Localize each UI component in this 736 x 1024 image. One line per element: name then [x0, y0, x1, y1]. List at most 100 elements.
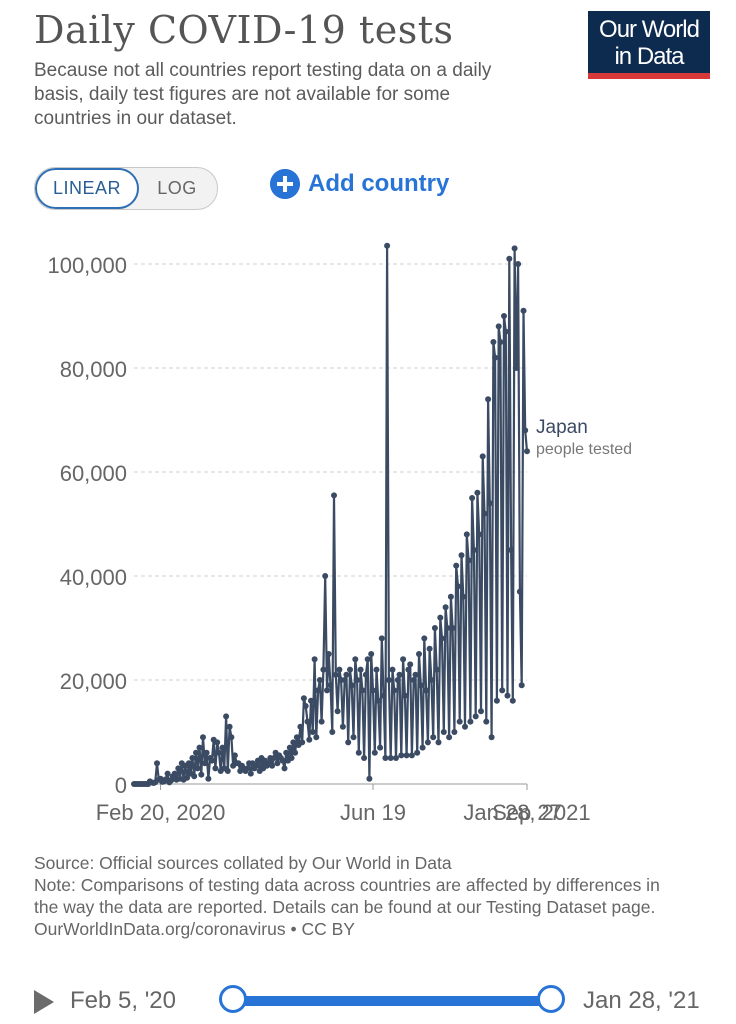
data-point [501, 313, 507, 319]
data-point [309, 729, 316, 735]
data-point [244, 765, 251, 772]
data-point [387, 755, 394, 761]
timeline-end-label: Jan 28, '21 [583, 987, 700, 1014]
y-axis: 0 20,000 40,000 60,000 80,000 100,000 [47, 253, 127, 798]
data-point [492, 354, 499, 361]
play-icon[interactable] [34, 990, 54, 1014]
data-point [164, 770, 171, 777]
data-point [508, 547, 515, 553]
data-point [378, 635, 385, 642]
data-point [421, 635, 428, 642]
data-point [297, 723, 304, 730]
data-point [300, 695, 307, 702]
timeline-start-handle[interactable] [219, 985, 247, 1013]
data-point [341, 677, 348, 683]
source-line: Source: Official sources collated by Our… [34, 853, 452, 873]
data-point [361, 755, 368, 761]
data-point [433, 666, 440, 673]
data-point [334, 708, 341, 715]
data-point [419, 744, 426, 751]
timeline-track[interactable] [232, 996, 550, 1006]
data-point [154, 760, 160, 767]
data-point [446, 734, 453, 741]
data-point [332, 671, 339, 678]
data-point [391, 687, 398, 694]
data-point [414, 749, 421, 756]
data-point [522, 427, 529, 434]
note-line: Note: Comparisons of testing data across… [34, 875, 660, 917]
data-point [283, 749, 290, 756]
data-point [488, 734, 495, 741]
data-point [226, 723, 233, 730]
y-tick-label: 80,000 [60, 357, 127, 382]
data-point [318, 718, 325, 725]
data-point [304, 718, 311, 725]
data-point [502, 328, 509, 335]
data-point [286, 744, 293, 751]
logo-line-2: in Data [614, 43, 684, 70]
data-point [203, 749, 210, 756]
data-point [331, 492, 337, 499]
data-point [440, 729, 447, 735]
data-point [377, 744, 384, 751]
data-point [431, 625, 438, 631]
data-point [339, 723, 346, 730]
data-point [430, 734, 437, 741]
data-point [490, 339, 497, 345]
data-point [208, 757, 215, 764]
data-point [453, 562, 460, 569]
timeline-end-handle[interactable] [537, 985, 565, 1013]
data-point [511, 245, 518, 252]
data-point [311, 656, 318, 663]
data-point [375, 697, 382, 704]
data-point [219, 744, 226, 751]
legend-series-sublabel: people tested [536, 441, 632, 458]
data-point [518, 682, 525, 689]
linear-scale-button[interactable]: LINEAR [35, 168, 139, 209]
data-point [364, 656, 371, 663]
data-point [437, 614, 444, 621]
scale-toggle[interactable]: LINEAR LOG [34, 167, 218, 210]
logo-line-1: Our World [599, 16, 700, 43]
series-layer [131, 242, 530, 787]
data-point [426, 645, 433, 652]
data-point [371, 749, 378, 756]
data-point [196, 744, 203, 751]
data-point [354, 677, 361, 683]
data-point [288, 755, 295, 761]
data-point [435, 739, 442, 746]
data-point [362, 671, 369, 678]
data-point [504, 692, 511, 699]
data-point [373, 666, 380, 673]
log-scale-button[interactable]: LOG [157, 178, 197, 198]
data-point [281, 765, 288, 772]
data-point [384, 242, 391, 249]
data-point [439, 635, 445, 642]
data-point [520, 307, 527, 314]
data-point [223, 713, 230, 720]
add-country-button[interactable]: Add country [270, 169, 449, 199]
owid-logo[interactable]: Our World in Data [588, 11, 710, 79]
data-point [474, 489, 481, 496]
data-point [325, 651, 332, 657]
data-point [269, 762, 276, 769]
data-point [485, 396, 492, 403]
data-point [184, 774, 191, 781]
y-tick-label: 100,000 [47, 253, 127, 278]
data-point [293, 734, 300, 741]
data-point [348, 682, 355, 689]
license-link[interactable]: OurWorldInData.org/coronavirus • CC BY [34, 919, 355, 939]
data-point [472, 713, 479, 720]
data-point [370, 687, 376, 694]
data-point [515, 261, 522, 267]
data-point [495, 323, 502, 330]
chart-title: Daily COVID-19 tests [34, 8, 454, 52]
data-point [189, 755, 196, 761]
data-point [322, 573, 329, 579]
data-point [405, 666, 412, 673]
data-point [253, 762, 260, 769]
data-point [347, 666, 353, 673]
data-point [302, 703, 309, 709]
data-point [458, 552, 465, 559]
data-point [214, 739, 221, 746]
